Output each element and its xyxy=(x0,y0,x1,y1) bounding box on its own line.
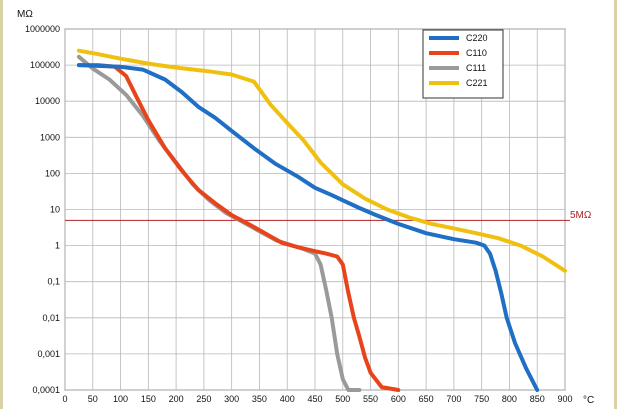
legend: C220 C110 C111 C221 xyxy=(422,29,504,99)
x-tick-label: 650 xyxy=(419,394,434,404)
legend-label-c220: C220 xyxy=(466,33,488,43)
series-line-c110 xyxy=(76,63,401,392)
x-unit-label: °C xyxy=(583,395,594,406)
y-tick-label: 0,1 xyxy=(47,277,60,287)
x-tick-label: 700 xyxy=(446,394,461,404)
x-tick-label: 300 xyxy=(224,394,239,404)
legend-label-c110: C110 xyxy=(466,48,487,58)
x-tick-label: 150 xyxy=(141,394,156,404)
x-tick-label: 850 xyxy=(530,394,545,404)
x-tick-labels: 0 50 100 150 200 250 300 350 400 450 500 550 600 650 7… xyxy=(62,394,572,404)
x-tick-label: 550 xyxy=(363,394,378,404)
y-tick-label: 0,0001 xyxy=(32,385,60,395)
y-tick-label: 0,01 xyxy=(42,313,60,323)
x-tick-label: 750 xyxy=(474,394,489,404)
x-tick-label: 800 xyxy=(502,394,517,404)
y-tick-labels: 1000000 100000 10000 1000 100 10 1 0,1 0,01 0,001… xyxy=(25,24,60,395)
legend-label-c221: C221 xyxy=(466,78,488,88)
y-tick-label: 10 xyxy=(50,205,60,215)
x-tick-label: 0 xyxy=(62,394,67,404)
y-tick-label: 1000 xyxy=(40,132,60,142)
x-tick-label: 350 xyxy=(252,394,267,404)
series-line-c220 xyxy=(76,63,540,392)
x-tick-label: 900 xyxy=(557,394,572,404)
series-line-c221 xyxy=(76,48,567,273)
x-tick-label: 600 xyxy=(391,394,406,404)
y-unit-label: MΩ xyxy=(17,9,33,20)
x-tick-label: 450 xyxy=(307,394,322,404)
x-tick-label: 500 xyxy=(335,394,350,404)
y-tick-label: 1000000 xyxy=(25,24,60,34)
x-tick-label: 200 xyxy=(169,394,184,404)
chart-svg: 10000001000001000010001001010,10,010,001… xyxy=(17,9,594,406)
x-tick-label: 100 xyxy=(113,394,128,404)
legend-box xyxy=(422,29,504,99)
y-tick-label: 100 xyxy=(45,168,60,178)
y-tick-label: 0,001 xyxy=(37,349,60,359)
x-tick-label: 250 xyxy=(196,394,211,404)
legend-label-c111: C111 xyxy=(466,63,486,73)
reference-line-label: 5MΩ xyxy=(570,210,592,221)
y-tick-label: 1 xyxy=(55,241,60,251)
y-tick-label: 10000 xyxy=(35,96,60,106)
series-layer xyxy=(76,48,567,392)
x-tick-label: 50 xyxy=(88,394,98,404)
x-tick-label: 400 xyxy=(280,394,295,404)
y-tick-label: 100000 xyxy=(30,60,60,70)
